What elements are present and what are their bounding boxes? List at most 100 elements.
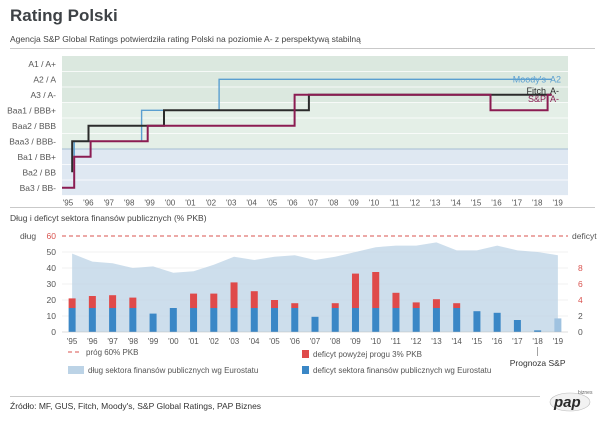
x-tick-label: '09: [348, 199, 359, 208]
left-tick-label: 30: [47, 279, 57, 289]
deficit-excess-bar: [210, 293, 218, 308]
x-tick-label: '16: [491, 199, 502, 208]
x-tick-label: '15: [471, 199, 482, 208]
right-tick-label: 0: [578, 327, 583, 337]
y-tick-label: Baa1 / BBB+: [7, 105, 56, 115]
x-tick-label: '14: [450, 199, 461, 208]
x-tick-label: '14: [451, 337, 462, 346]
y-tick-label: A2 / A: [33, 74, 56, 84]
x-tick-label: '97: [104, 199, 115, 208]
deficit-bar: [554, 318, 562, 332]
pap-logo: pap biznes: [549, 390, 593, 412]
deficit-excess-bar: [291, 303, 299, 308]
series-name-label: S&P: [528, 94, 546, 104]
deficit-bar: [129, 308, 137, 332]
x-tick-label: '06: [290, 337, 301, 346]
y-tick-label: Ba1 / BB+: [17, 152, 56, 162]
x-tick-label: '97: [107, 337, 118, 346]
x-tick-label: '96: [87, 337, 98, 346]
x-tick-label: '07: [308, 199, 319, 208]
deficit-bar: [210, 308, 218, 332]
deficit-bar: [271, 308, 279, 332]
left-tick-label: 0: [51, 327, 56, 337]
x-tick-label: '06: [287, 199, 298, 208]
deficit-bar: [68, 308, 76, 332]
deficit-excess-bar: [250, 291, 258, 308]
deficit-excess-bar: [412, 302, 420, 308]
speculative-grade-band: [62, 149, 568, 196]
x-tick-label: '13: [431, 337, 442, 346]
series-name-label: Moody's: [513, 74, 547, 84]
x-tick-label: '10: [369, 199, 380, 208]
y-tick-label: A3 / A-: [30, 90, 56, 100]
svg-text:biznes: biznes: [578, 390, 593, 396]
deficit-bar: [190, 308, 198, 332]
divider: [10, 207, 595, 208]
legend-swatch-deficit: [302, 366, 309, 374]
y-tick-label: Ba2 / BB: [22, 167, 56, 177]
deficit-bar: [331, 308, 339, 332]
x-tick-label: '17: [512, 337, 523, 346]
x-tick-label: '01: [185, 199, 196, 208]
legend-label-deficit: deficyt sektora finansów publicznych wg …: [313, 366, 491, 375]
x-tick-label: '00: [165, 199, 176, 208]
deficit-bar: [250, 308, 258, 332]
x-tick-label: '05: [269, 337, 280, 346]
svg-text:pap: pap: [553, 394, 581, 411]
x-tick-label: '18: [532, 337, 543, 346]
y-tick-label: Ba3 / BB-: [20, 183, 57, 193]
x-tick-label: '96: [83, 199, 94, 208]
legend-swatch-debt: [68, 366, 84, 374]
divider: [10, 48, 595, 49]
x-tick-label: '11: [391, 337, 401, 346]
deficit-bar: [493, 312, 501, 332]
x-tick-label: '11: [390, 199, 400, 208]
source-note: Źródło: MF, GUS, Fitch, Moody's, S&P Glo…: [10, 401, 262, 411]
deficit-excess-bar: [88, 296, 96, 308]
forecast-label: Prognoza S&P: [510, 358, 566, 368]
deficit-excess-bar: [392, 292, 400, 308]
x-tick-label: '99: [148, 337, 159, 346]
right-tick-label: 8: [578, 263, 583, 273]
series-end-rating: A2: [550, 74, 561, 84]
x-tick-label: '12: [410, 199, 421, 208]
x-tick-label: '19: [553, 337, 564, 346]
rating-chart: A1 / A+ A2 / A A3 / A- Baa1 / BBB+ Baa2 / BB…: [7, 56, 568, 208]
right-axis-title: deficyt: [572, 231, 597, 241]
x-tick-label: '03: [226, 199, 237, 208]
x-tick-label: '01: [188, 337, 199, 346]
x-tick-label: '99: [144, 199, 155, 208]
x-tick-label: '13: [430, 199, 441, 208]
x-tick-label: '95: [63, 199, 74, 208]
x-tick-label: '02: [209, 337, 220, 346]
deficit-bar: [149, 313, 157, 332]
deficit-bar: [513, 320, 521, 332]
x-tick-label: '17: [512, 199, 523, 208]
y-tick-label: Baa2 / BBB: [12, 121, 56, 131]
deficit-bar: [291, 308, 299, 332]
legend-label-debt: dług sektora finansów publicznych wg Eur…: [88, 366, 258, 375]
deficit-bar: [473, 311, 481, 332]
rating-line-sp: [62, 93, 552, 189]
x-tick-label: '19: [552, 199, 563, 208]
subtitle: Agencja S&P Global Ratings potwierdziła …: [10, 34, 361, 44]
series-end-rating: A-: [550, 86, 559, 96]
series-name-label: Fitch: [526, 86, 546, 96]
right-tick-label: 2: [578, 311, 583, 321]
deficit-excess-bar: [109, 295, 117, 308]
x-tick-label: '98: [128, 337, 139, 346]
left-tick-label: 40: [47, 263, 57, 273]
deficit-excess-bar: [372, 272, 380, 308]
x-tick-label: '03: [229, 337, 240, 346]
right-tick-label: 6: [578, 279, 583, 289]
divider: [10, 396, 540, 397]
deficit-excess-bar: [331, 303, 339, 308]
x-tick-label: '09: [350, 337, 361, 346]
legend-label-threshold: próg 60% PKB: [86, 348, 138, 357]
x-tick-label: '10: [371, 337, 382, 346]
deficit-bar: [372, 308, 380, 332]
x-tick-label: '16: [492, 337, 503, 346]
x-tick-label: '98: [124, 199, 135, 208]
x-tick-label: '07: [310, 337, 321, 346]
series-end-rating: A-: [550, 94, 559, 104]
